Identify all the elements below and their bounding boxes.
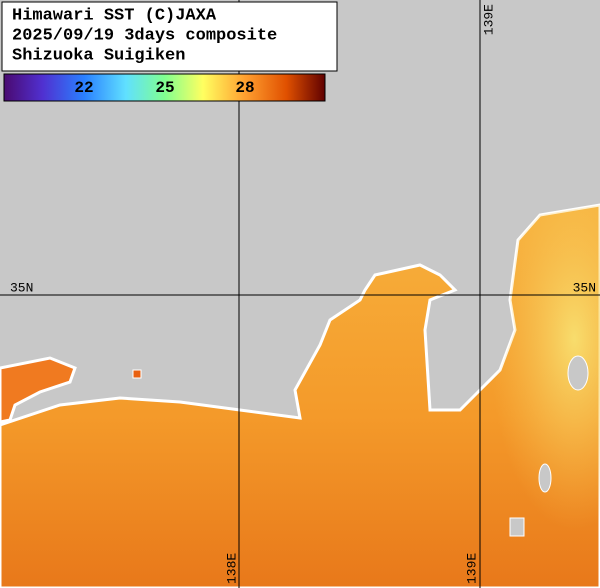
lat-label: 35N <box>573 280 596 295</box>
island <box>567 355 589 391</box>
header-line: Himawari SST (C)JAXA <box>12 6 217 25</box>
island <box>538 463 552 493</box>
lon-label: 138E <box>224 553 239 584</box>
island <box>509 517 525 537</box>
lon-label: 139E <box>481 4 496 35</box>
colorbar-label: 28 <box>235 79 254 97</box>
header-line: 2025/09/19 3days composite <box>12 26 277 45</box>
lat-label: 35N <box>10 280 33 295</box>
header-box <box>1 1 338 72</box>
colorbar-label: 25 <box>155 79 174 97</box>
colorbar-label: 22 <box>74 79 93 97</box>
header-line: Shizuoka Suigiken <box>12 46 185 65</box>
sea-warm <box>430 205 600 588</box>
sea-patch <box>0 356 77 424</box>
colorbar <box>3 73 326 102</box>
lon-label: 139E <box>464 553 479 584</box>
pond <box>132 369 142 379</box>
